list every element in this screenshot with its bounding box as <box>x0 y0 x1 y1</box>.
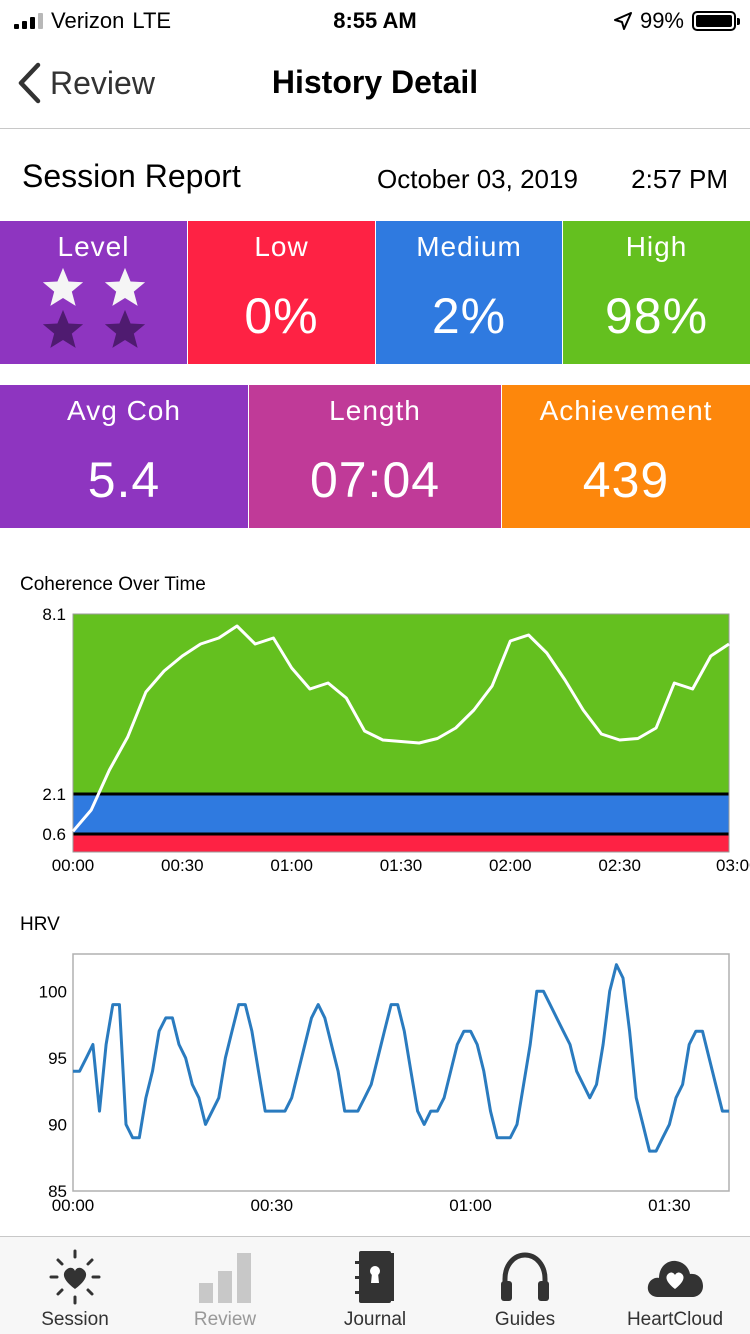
hrv-chart-title: HRV <box>20 914 60 935</box>
heart-cloud-icon <box>647 1260 703 1297</box>
nav-bar: Review History Detail <box>0 40 750 129</box>
tab-bar: Session Review Journal Guides <box>0 1236 750 1334</box>
y-tick-label: 85 <box>48 1182 67 1201</box>
y-tick-label: 0.6 <box>42 825 66 844</box>
headphones-icon <box>501 1252 549 1301</box>
status-time: 8:55 AM <box>333 8 417 33</box>
carrier-info: Verizon LTE <box>14 8 171 34</box>
medium-tile: Medium 2% <box>376 221 562 364</box>
x-tick-label: 01:00 <box>449 1196 492 1215</box>
tab-journal-label: Journal <box>343 1309 407 1330</box>
low-label: Low <box>254 231 309 262</box>
tab-session[interactable]: Session <box>0 1237 150 1334</box>
coherence-chart: 8.1 2.1 0.6 00:00 00:30 01:00 01:30 02:00 02:30 0… <box>42 605 750 875</box>
network-label: LTE <box>132 8 172 33</box>
bar-chart-icon <box>199 1253 251 1303</box>
status-bar: Verizon LTE 8:55 AM 99% <box>0 0 750 40</box>
coherence-series-line <box>71 624 730 833</box>
page-title: History Detail <box>271 64 479 100</box>
x-tick-label: 01:00 <box>270 856 313 875</box>
x-tick-label: 00:00 <box>52 1196 95 1215</box>
battery-percent: 99% <box>639 8 684 33</box>
battery-icon <box>692 11 740 31</box>
y-tick-label: 95 <box>48 1049 67 1068</box>
x-tick-label: 03:00 <box>716 856 750 875</box>
coherence-chart-title: Coherence Over Time <box>20 574 206 595</box>
star-empty-icon <box>104 309 146 348</box>
session-title: Session Report <box>22 158 241 194</box>
x-tick-label: 00:30 <box>251 1196 294 1215</box>
x-tick-label: 02:30 <box>598 856 641 875</box>
avg-coh-tile: Avg Coh 5.4 <box>0 385 248 528</box>
session-date: October 03, 2019 <box>377 164 578 194</box>
achievement-label: Achievement <box>539 395 713 426</box>
high-tile: High 98% <box>563 221 750 364</box>
high-label: High <box>625 231 688 262</box>
star-filled-icon <box>104 267 146 306</box>
location-icon <box>613 12 632 30</box>
high-value: 98% <box>604 288 709 344</box>
level-stars <box>40 265 148 365</box>
x-tick-label: 00:00 <box>52 856 95 875</box>
star-filled-icon <box>42 267 84 306</box>
x-tick-label: 01:30 <box>380 856 423 875</box>
y-tick-label: 2.1 <box>42 785 66 804</box>
x-tick-label: 00:30 <box>161 856 204 875</box>
heart-sun-icon <box>49 1249 101 1305</box>
signal-icon <box>14 13 43 29</box>
y-tick-label: 100 <box>39 982 67 1001</box>
carrier-label: Verizon <box>51 8 125 33</box>
tab-journal[interactable]: Journal <box>300 1237 450 1334</box>
length-label: Length <box>329 395 421 426</box>
achievement-value: 439 <box>582 452 670 508</box>
status-right: 99% <box>613 8 740 34</box>
low-value: 0% <box>244 288 319 344</box>
length-value: 07:04 <box>309 452 441 508</box>
avg-coh-label: Avg Coh <box>67 395 181 426</box>
x-tick-label: 02:00 <box>489 856 532 875</box>
back-button[interactable]: Review <box>16 62 155 104</box>
tab-review-label: Review <box>193 1309 257 1330</box>
achievement-tile: Achievement 439 <box>502 385 750 528</box>
zone-low <box>73 834 729 852</box>
tab-review[interactable]: Review <box>150 1237 300 1334</box>
session-time: 2:57 PM <box>631 164 728 194</box>
y-tick-label: 8.1 <box>42 605 66 624</box>
tab-heartcloud-label: HeartCloud <box>626 1309 724 1330</box>
low-tile: Low 0% <box>188 221 375 364</box>
session-header: Session Report October 03, 2019 2:57 PM <box>0 130 750 220</box>
x-tick-label: 01:30 <box>648 1196 691 1215</box>
level-tile: Level <box>0 221 187 364</box>
star-empty-icon <box>42 309 84 348</box>
tab-heartcloud[interactable]: HeartCloud <box>600 1237 750 1334</box>
level-label: Level <box>57 231 130 262</box>
length-tile: Length 07:04 <box>249 385 501 528</box>
tab-guides[interactable]: Guides <box>450 1237 600 1334</box>
zone-high <box>73 614 729 794</box>
tab-guides-label: Guides <box>494 1309 556 1330</box>
y-tick-label: 90 <box>48 1115 67 1134</box>
zone-medium <box>73 794 729 834</box>
journal-icon <box>355 1251 394 1303</box>
medium-value: 2% <box>431 288 507 344</box>
back-label: Review <box>50 64 155 101</box>
hrv-series-line <box>73 963 729 1153</box>
medium-label: Medium <box>416 231 522 262</box>
tab-session-label: Session <box>41 1309 109 1330</box>
avg-coh-value: 5.4 <box>87 452 161 508</box>
plot-frame <box>72 613 730 853</box>
plot-frame <box>72 953 730 1192</box>
chevron-left-icon <box>18 62 41 104</box>
